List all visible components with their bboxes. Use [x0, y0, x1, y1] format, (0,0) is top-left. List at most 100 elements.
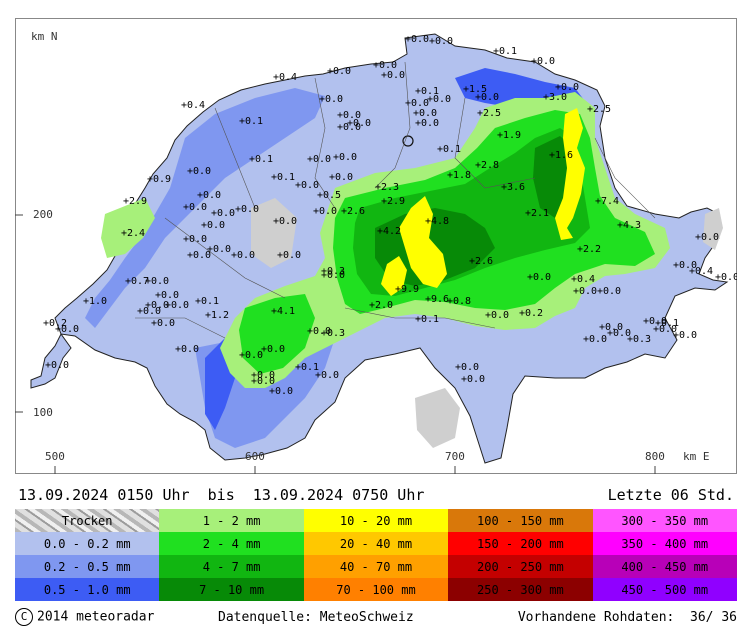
station-value: +4.2 [377, 226, 401, 237]
legend-row: Trocken 1 - 2 mm 10 - 20 mm 100 - 150 mm 300… [15, 509, 737, 532]
station-value: +2.6 [341, 206, 365, 217]
copyright: C 2014 meteoradar [15, 608, 154, 626]
precipitation-map: km N km E 200 100 500 600 700 800 +0.0 +0… [15, 18, 737, 474]
station-value: +0.0 [151, 318, 175, 329]
rain-2-4-sw [239, 294, 315, 374]
station-value: +3.6 [501, 182, 525, 193]
east-label: km E [683, 450, 710, 463]
station-value: +0.0 [211, 208, 235, 219]
station-value: +0.0 [599, 322, 623, 333]
station-value: +0.0 [347, 118, 371, 129]
station-value: +0.0 [197, 190, 221, 201]
dry-patch [251, 198, 297, 268]
period-line: 13.09.2024 0150 Uhr bis 13.09.2024 0750 … [18, 484, 734, 506]
station-value: +0.0 [333, 152, 357, 163]
station-value: +0.0 [455, 362, 479, 373]
station-value: +0.0 [673, 330, 697, 341]
station-value: +0.0 [461, 374, 485, 385]
station-value: +0.3 [627, 334, 651, 345]
station-value: +0.4 [181, 100, 205, 111]
station-value: +1.0 [83, 296, 107, 307]
station-value: +0.0 [405, 98, 429, 109]
station-value: +0.0 [313, 206, 337, 217]
station-value: +0.0 [175, 344, 199, 355]
legend-cell: 250 - 300 mm [448, 578, 593, 601]
station-value: +0.0 [239, 350, 263, 361]
period-last: Letzte 06 Std. [607, 486, 734, 504]
station-value: +0.0 [145, 276, 169, 287]
legend-cell: 450 - 500 mm [592, 578, 737, 601]
station-value: +0.0 [555, 82, 579, 93]
station-value: +0.0 [201, 220, 225, 231]
station-value: +0.1 [655, 318, 679, 329]
station-value: +0.0 [183, 202, 207, 213]
station-value: +0.0 [373, 60, 397, 71]
station-value: +0.1 [239, 116, 263, 127]
dry-patch-3 [703, 208, 723, 250]
station-value: +7.4 [595, 196, 619, 207]
station-value: +0.0 [427, 94, 451, 105]
station-value: +0.4 [571, 274, 595, 285]
legend-cell: 0.2 - 0.5 mm [15, 555, 160, 578]
period-text: 13.09.2024 0150 Uhr bis 13.09.2024 0750 … [18, 486, 425, 504]
station-value: +0.0 [187, 166, 211, 177]
x-tick-500: 500 [45, 450, 65, 463]
legend-cell: 40 - 70 mm [303, 555, 449, 578]
station-value: +0.0 [321, 270, 345, 281]
x-tick-700: 700 [445, 450, 465, 463]
legend-cell: 400 - 450 mm [592, 555, 737, 578]
rain-10-20-b [381, 256, 407, 296]
legend-cell: 0.5 - 1.0 mm [15, 578, 160, 601]
station-values: +0.0 +0.0+0.1+0.0+0.4+0.0+0.0+0.0+0.0+0.0… [43, 34, 737, 397]
station-value: +0.0 [329, 172, 353, 183]
reference-marker [402, 135, 414, 147]
station-value: +0.0 [319, 94, 343, 105]
station-value: +0.0 [269, 386, 293, 397]
station-value: +0.2 [43, 318, 67, 329]
station-value: +2.5 [477, 108, 501, 119]
rain-10-20 [399, 196, 447, 288]
station-value: +4.8 [425, 216, 449, 227]
legend-cell: 150 - 200 mm [448, 532, 593, 555]
legend-row: 0.2 - 0.5 mm 4 - 7 mm 40 - 70 mm 200 - 250 … [15, 555, 737, 578]
legend-cell: 300 - 350 mm [592, 509, 737, 532]
station-value: +0.0 [45, 360, 69, 371]
x-tick-800: 800 [645, 450, 665, 463]
station-value: +2.9 [123, 196, 147, 207]
data-source: Datenquelle: MeteoSchweiz [218, 610, 414, 625]
station-value: +0.0 [337, 110, 361, 121]
station-value: +0.0 [307, 154, 331, 165]
station-value: +0.0 [251, 376, 275, 387]
station-value: +2.4 [121, 228, 145, 239]
station-value: +0.0 [695, 232, 719, 243]
station-value: +2.1 [525, 208, 549, 219]
station-value: +0.0 [145, 300, 169, 311]
station-value: +0.9 [147, 174, 171, 185]
station-value: +1.2 [205, 310, 229, 321]
axis-ticks [15, 214, 656, 474]
legend-cell: 200 - 250 mm [448, 555, 593, 578]
dry-patch-2 [415, 388, 460, 448]
station-value: +0.0 [235, 204, 259, 215]
rain-10-20-ne [555, 108, 585, 240]
station-value: +0.8 [447, 296, 471, 307]
station-value: +0.0 [531, 56, 555, 67]
rain-0.2-0.5 [85, 88, 325, 328]
station-value: +0.0 [415, 118, 439, 129]
copyright-text: 2014 meteoradar [37, 609, 155, 625]
station-value: +1.8 [447, 170, 471, 181]
station-value: +0.3 [321, 266, 345, 277]
station-value: +2.2 [577, 244, 601, 255]
station-value: +0.1 [295, 362, 319, 373]
station-value: +2.9 [381, 196, 405, 207]
station-value: +0.4 [273, 72, 297, 83]
legend-cell: Trocken [15, 509, 160, 532]
station-value: +0.1 [249, 154, 273, 165]
station-value: +0.0 [583, 334, 607, 345]
station-value: +0.0 [187, 250, 211, 261]
station-value: +1.6 [549, 150, 573, 161]
station-value: +0.1 [415, 314, 439, 325]
station-value: +0.1 [271, 172, 295, 183]
station-value: +0.0 [607, 328, 631, 339]
station-value: +1.9 [497, 130, 521, 141]
